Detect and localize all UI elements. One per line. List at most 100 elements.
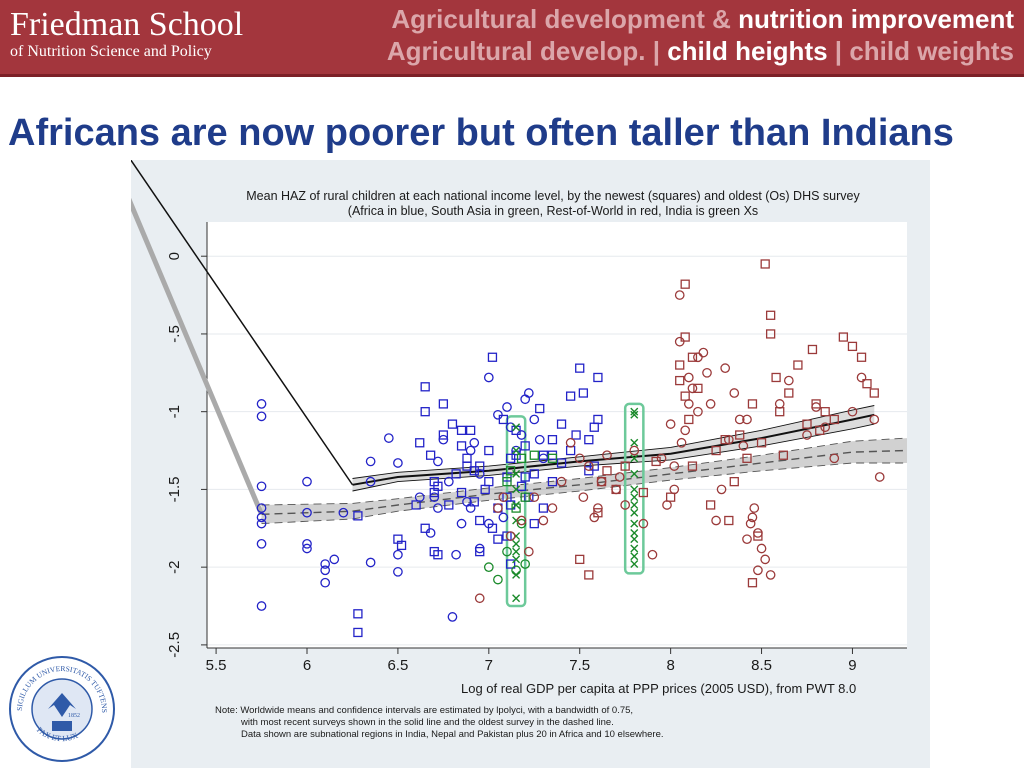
africa-square-point bbox=[425, 450, 436, 460]
eagle-icon bbox=[48, 693, 76, 717]
africa-circle-point bbox=[256, 538, 267, 549]
africa-square-point bbox=[516, 481, 527, 491]
rest-of-world-circle-point bbox=[711, 515, 721, 526]
rest-of-world-circle-point bbox=[523, 546, 534, 557]
nav-child-weights[interactable]: child weights bbox=[849, 36, 1014, 66]
india-x-point bbox=[630, 410, 639, 419]
x-tick-label: 7.5 bbox=[569, 657, 590, 674]
india-x-point bbox=[512, 423, 521, 432]
africa-square-point bbox=[575, 363, 585, 373]
rest-of-world-square-point bbox=[651, 456, 661, 467]
rest-of-world-circle-point bbox=[738, 441, 749, 451]
africa-square-point bbox=[538, 450, 549, 460]
rest-of-world-square-point bbox=[815, 425, 825, 435]
africa-square-point bbox=[593, 372, 603, 383]
nav-separator: | bbox=[834, 36, 843, 66]
rest-of-world-square-point bbox=[820, 407, 830, 417]
rest-of-world-circle-point bbox=[716, 484, 727, 495]
rest-of-world-circle-point bbox=[578, 492, 589, 503]
rest-of-world-circle-point bbox=[820, 422, 831, 433]
rest-of-world-circle-point bbox=[869, 414, 880, 425]
rest-of-world-circle-point bbox=[474, 593, 485, 604]
africa-circle-point bbox=[429, 492, 440, 503]
africa-circle-point bbox=[329, 554, 340, 565]
y-tick-label: -2.5 bbox=[166, 632, 183, 658]
x-tick-label: 8.5 bbox=[751, 657, 772, 674]
y-gridlines bbox=[207, 255, 907, 646]
rest-of-world-circle-point bbox=[802, 430, 812, 440]
pointer-line bbox=[131, 160, 354, 486]
nav-agricultural-develop[interactable]: Agricultural develop. bbox=[386, 36, 646, 66]
africa-circle-point bbox=[320, 559, 331, 569]
africa-square-point bbox=[547, 476, 558, 487]
africa-circle-point bbox=[505, 422, 516, 433]
slide-headline: Africans are now poorer but often taller… bbox=[8, 112, 954, 154]
africa-square-point bbox=[535, 403, 545, 414]
africa-square-point bbox=[493, 534, 503, 544]
rest-of-world-square-point bbox=[602, 466, 612, 476]
africa-square-point bbox=[480, 484, 490, 495]
rest-of-world-square-point bbox=[811, 399, 821, 409]
rest-of-world-square-point bbox=[747, 578, 758, 588]
africa-square-point bbox=[529, 518, 539, 529]
south-asia-circle-point bbox=[520, 559, 531, 569]
rest-of-world-circle-point bbox=[529, 492, 540, 503]
india-x-point bbox=[630, 535, 639, 544]
india-x-point bbox=[630, 508, 639, 517]
africa-square-point bbox=[475, 546, 485, 557]
rest-of-world-circle-point bbox=[729, 388, 740, 398]
chart-title-line2: (Africa in blue, South Asia in green, Re… bbox=[348, 204, 758, 218]
university-seal: SIGILLUM UNIVERSITATIS TUFTENSIS PAX ET … bbox=[8, 655, 115, 762]
india-x-point bbox=[630, 500, 639, 509]
rest-of-world-circle-point bbox=[676, 437, 687, 448]
rest-of-world-square-point bbox=[711, 445, 721, 456]
rest-of-world-circle-point bbox=[874, 472, 885, 482]
india-x-point bbox=[512, 594, 521, 603]
rest-of-world-square-point bbox=[584, 570, 594, 580]
rest-of-world-circle-point bbox=[683, 399, 694, 409]
africa-circle-point bbox=[256, 503, 267, 513]
nav-agricultural-development[interactable]: Agricultural development & bbox=[391, 4, 731, 34]
africa-circle-point bbox=[433, 503, 443, 513]
rest-of-world-square-point bbox=[684, 414, 694, 425]
africa-circle-point bbox=[414, 492, 425, 503]
rest-of-world-circle-point bbox=[665, 419, 676, 429]
rest-of-world-circle-point bbox=[669, 484, 680, 495]
africa-square-point bbox=[520, 441, 530, 451]
chart-title-line1: Mean HAZ of rural children at each natio… bbox=[246, 189, 860, 203]
africa-square-point bbox=[505, 453, 516, 463]
south-asia-circle-point bbox=[483, 562, 494, 573]
nav-child-heights[interactable]: child heights bbox=[667, 36, 828, 66]
africa-circle-point bbox=[302, 543, 312, 554]
rest-of-world-circle-point bbox=[583, 461, 594, 471]
africa-square-point bbox=[444, 500, 454, 510]
africa-square-point bbox=[456, 441, 467, 451]
africa-circle-point bbox=[256, 481, 267, 492]
rest-of-world-circle-point bbox=[602, 450, 612, 461]
africa-square-point bbox=[420, 382, 430, 392]
nav-nutrition-improvement[interactable]: nutrition improvement bbox=[738, 4, 1014, 34]
africa-circle-point bbox=[456, 518, 467, 529]
rest-of-world-square-point bbox=[765, 310, 776, 320]
africa-square-point bbox=[498, 414, 509, 425]
note-line: with most recent surveys shown in the so… bbox=[240, 717, 614, 728]
south-asia-square-point bbox=[520, 492, 530, 502]
africa-square-point bbox=[505, 559, 516, 569]
y-tick-label: -.5 bbox=[166, 325, 183, 343]
rest-of-world-circle-point bbox=[596, 476, 607, 487]
note-line: Note: Worldwide means and confidence int… bbox=[215, 705, 633, 716]
africa-square-point bbox=[438, 430, 449, 440]
africa-circle-point bbox=[465, 445, 476, 456]
africa-circle-point bbox=[534, 434, 545, 445]
chart-panel: Mean HAZ of rural children at each natio… bbox=[131, 160, 930, 768]
africa-circle-point bbox=[256, 601, 267, 611]
rest-of-world-circle-point bbox=[620, 500, 631, 510]
plot-area bbox=[207, 222, 907, 648]
rest-of-world-square-point bbox=[575, 554, 585, 565]
india-x-point bbox=[630, 485, 639, 494]
nav-line-1: Agricultural development & nutrition imp… bbox=[391, 4, 1014, 35]
africa-circle-point bbox=[529, 414, 540, 425]
rest-of-world-circle-point bbox=[656, 453, 667, 464]
book-icon bbox=[52, 721, 72, 731]
africa-circle-point bbox=[393, 549, 403, 560]
